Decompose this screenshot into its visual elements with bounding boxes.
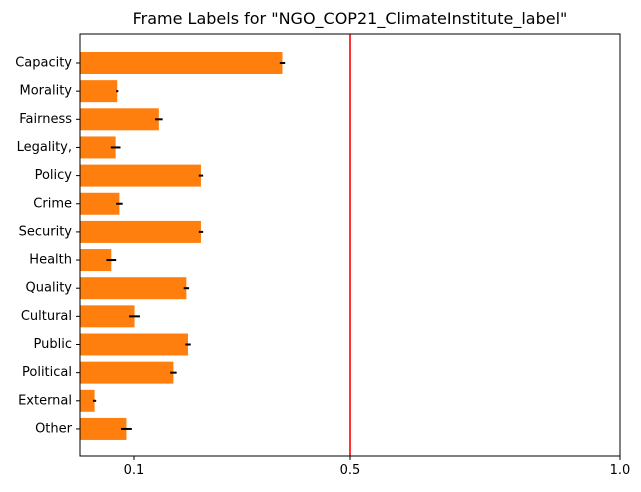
bar-policy xyxy=(80,164,201,187)
x-axis: 0.1 0.5 1.0 xyxy=(124,456,631,478)
y-tick-label: Security xyxy=(19,224,73,239)
x-tick-label: 0.5 xyxy=(340,463,361,478)
y-tick-label: Other xyxy=(35,421,73,436)
y-axis: Capacity Morality Fairness Legality, Policy C… xyxy=(15,56,80,436)
y-tick-label: Legality, xyxy=(17,140,72,155)
bar-legality xyxy=(80,136,116,159)
chart-title: Frame Labels for "NGO_COP21_ClimateInsti… xyxy=(133,9,568,29)
bar-fairness xyxy=(80,108,159,131)
bar-quality xyxy=(80,277,187,300)
y-tick-label: Policy xyxy=(35,168,73,183)
bar-health xyxy=(80,249,112,272)
y-tick-label: Cultural xyxy=(21,309,72,324)
y-tick-label: Fairness xyxy=(19,112,72,127)
bar-security xyxy=(80,220,201,243)
x-tick-label: 0.1 xyxy=(124,463,145,478)
y-tick-label: Morality xyxy=(20,84,73,99)
bar-public xyxy=(80,333,188,356)
bar-political xyxy=(80,361,174,384)
bar-capacity xyxy=(80,52,283,74)
y-tick-label: Crime xyxy=(33,196,72,211)
y-tick-label: Political xyxy=(22,365,72,380)
bar-crime xyxy=(80,192,120,215)
y-tick-label: External xyxy=(18,393,72,408)
y-tick-label: Health xyxy=(29,253,72,268)
y-tick-label: Public xyxy=(34,337,72,352)
bar-other xyxy=(80,417,127,440)
bar-external xyxy=(80,389,95,412)
bar-morality xyxy=(80,80,118,103)
y-tick-label: Quality xyxy=(26,281,73,296)
x-tick-label: 1.0 xyxy=(610,463,631,478)
bar-cultural xyxy=(80,305,135,328)
y-tick-label: Capacity xyxy=(15,56,72,71)
bars-layer xyxy=(80,52,283,440)
error-bars-layer xyxy=(92,62,286,430)
